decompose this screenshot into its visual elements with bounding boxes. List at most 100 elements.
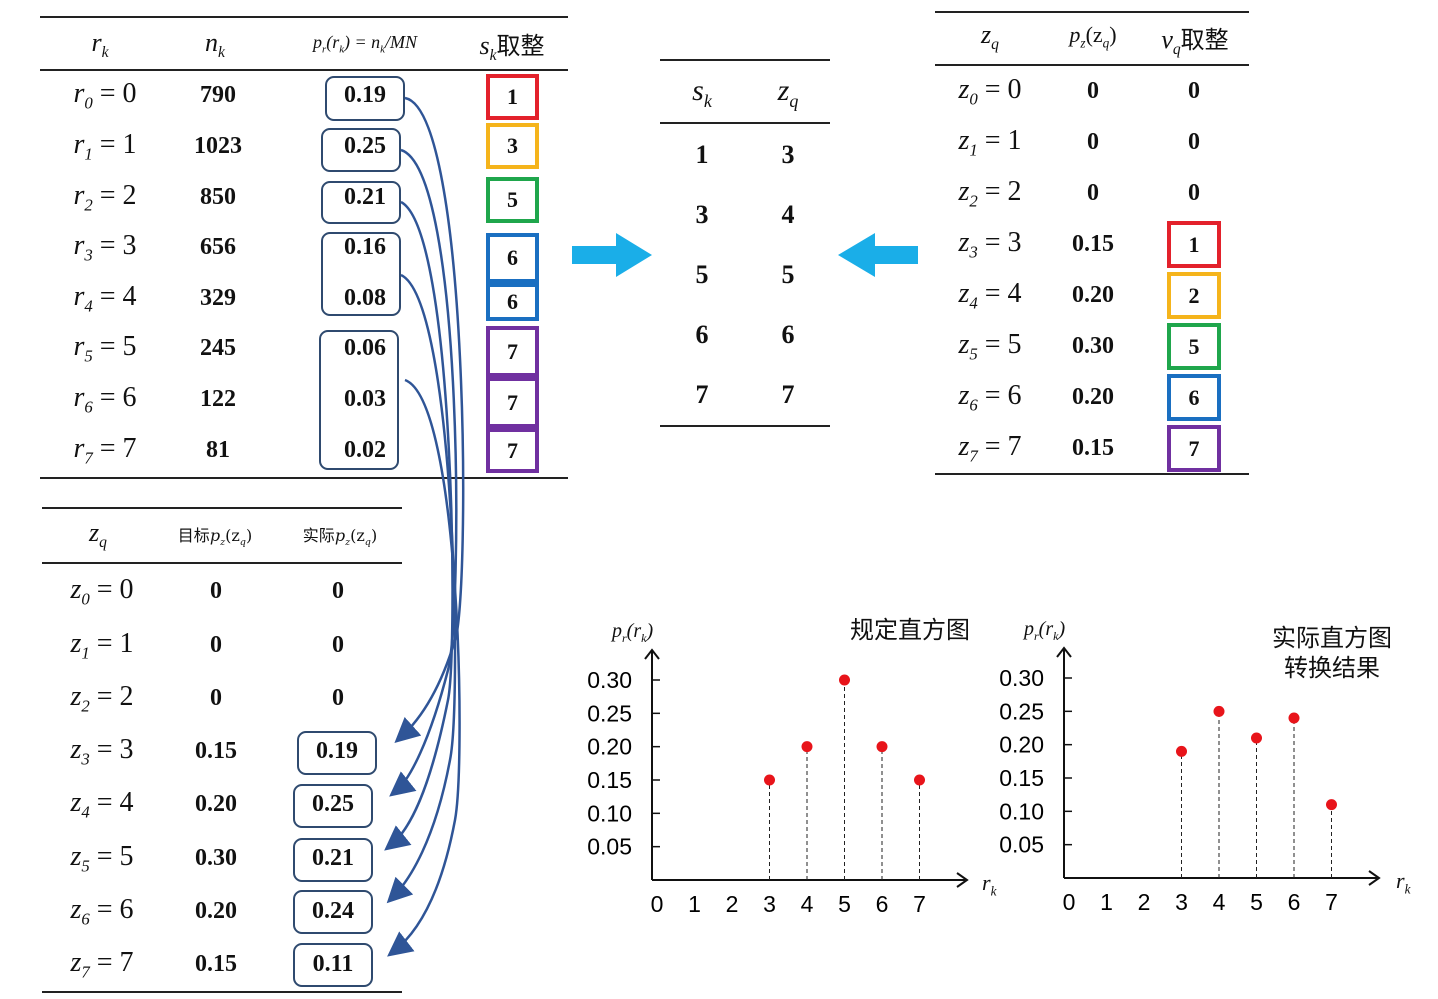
actual-box-z6 [293, 890, 373, 934]
y-tick-label: 0.30 [587, 667, 632, 693]
x-tick-label: 4 [1213, 889, 1226, 915]
x-tick-label: 1 [688, 891, 701, 917]
table1-cell-s: 1 [486, 74, 539, 120]
table1-cell-n: 122 [200, 386, 236, 412]
table2-header-sk: sk [692, 74, 712, 111]
y-axis-arrow-icon [644, 648, 660, 660]
y-tick-label: 0.05 [999, 832, 1044, 858]
table4-top-rule [42, 507, 402, 509]
x-tick-label: 7 [1325, 889, 1338, 915]
x-tick-label: 5 [838, 891, 851, 917]
table4-cell-actual: 0.21 [312, 845, 354, 871]
table4-cell-target: 0 [210, 578, 222, 604]
curve-r0-to-z3 [394, 96, 465, 744]
table3-cell-p: 0 [1087, 129, 1099, 155]
table4-cell-target: 0.20 [195, 898, 237, 924]
table1-cell-n: 81 [206, 437, 230, 463]
table1-cell-n: 329 [200, 285, 236, 311]
data-point [801, 741, 813, 753]
table3-cell-z: z0 = 0 [958, 74, 1022, 109]
table4-bottom-rule [42, 991, 402, 993]
prob-box-r2 [321, 181, 401, 224]
chart1-ylabel: pr(rk) [612, 620, 654, 645]
actual-box-z3 [297, 731, 377, 775]
table3-cell-p: 0.20 [1072, 384, 1114, 410]
table1-cell-p: 0.03 [344, 386, 386, 412]
y-axis-arrow-icon [1056, 646, 1072, 658]
prob-box-r3-r4 [321, 232, 401, 316]
table4-cell-z: z5 = 5 [70, 841, 134, 876]
table3-cell-z: z3 = 3 [958, 227, 1022, 262]
table3-cell-v: 1 [1167, 221, 1221, 268]
table1-header-rule [40, 69, 568, 71]
data-point [1176, 745, 1187, 757]
table3-header-rule [935, 64, 1249, 66]
chart2-plot: 0.30 0.25 0.20 0.15 0.10 0.05 0 1 2 3 4 5 6 7 [999, 646, 1381, 915]
table3-cell-v: 2 [1167, 272, 1221, 319]
x-axis-arrow-icon [1368, 870, 1381, 886]
table1-cell-p: 0.08 [344, 285, 386, 311]
chart1-xlabel: rk [982, 870, 997, 899]
chart2-title: 实际直方图 [1272, 624, 1392, 652]
prob-box-r1 [321, 128, 401, 172]
actual-box-z4 [293, 784, 373, 828]
table1-cell-r: r0 = 0 [73, 78, 137, 113]
actual-box-z5 [293, 838, 373, 882]
table1-cell-n: 1023 [194, 133, 242, 159]
table3-cell-z: z6 = 6 [958, 380, 1022, 415]
table4-header-rule [42, 562, 402, 564]
table1-cell-r: r6 = 6 [73, 382, 137, 417]
table2-cell-s: 7 [695, 380, 709, 409]
left-arrow-icon [838, 233, 918, 277]
table1-cell-p: 0.02 [344, 437, 386, 463]
table2-header-zq: zq [777, 74, 799, 111]
table2-top-rule [660, 59, 830, 61]
table1-header-rk: rk [91, 28, 109, 62]
table3-cell-z: z4 = 4 [958, 278, 1022, 313]
table3-cell-v: 0 [1188, 180, 1200, 206]
actual-box-z7 [293, 943, 373, 987]
data-point [876, 741, 888, 753]
table1-top-rule [40, 16, 568, 18]
x-tick-label: 0 [1063, 889, 1076, 915]
table1-cell-s: 6 [486, 283, 539, 321]
table3-cell-v: 0 [1188, 78, 1200, 104]
table2-cell-z: 5 [781, 260, 795, 289]
y-tick-label: 0.30 [999, 665, 1044, 691]
table3-cell-z: z2 = 2 [958, 176, 1022, 211]
table4-cell-target: 0.15 [195, 951, 237, 977]
table1-cell-p: 0.06 [344, 335, 386, 361]
table3-cell-z: z5 = 5 [958, 329, 1022, 364]
table3-cell-p: 0 [1087, 78, 1099, 104]
table4-header-actual: 实际pz(zq) [302, 526, 378, 549]
table3-cell-v: 5 [1167, 323, 1221, 370]
curve-r567-to-z7 [387, 378, 461, 957]
table4-cell-z: z4 = 4 [70, 787, 134, 822]
table1-cell-r: r7 = 7 [73, 433, 137, 468]
table3-cell-z: z1 = 1 [958, 125, 1022, 160]
y-tick-label: 0.25 [587, 700, 632, 726]
table1-cell-n: 850 [200, 184, 236, 210]
table4-cell-actual: 0 [332, 632, 344, 658]
table4-header-target: 目标pz(zq) [177, 526, 253, 549]
arrows-layer [572, 233, 918, 277]
table3-cell-p: 0.15 [1072, 231, 1114, 257]
x-tick-label: 7 [913, 891, 926, 917]
x-tick-label: 2 [1138, 889, 1151, 915]
x-tick-label: 4 [801, 891, 814, 917]
table2-cell-s: 1 [695, 140, 709, 169]
table2-cell-z: 6 [781, 320, 795, 349]
table2-cell-z: 4 [781, 200, 795, 229]
y-tick-label: 0.10 [587, 800, 632, 826]
x-tick-label: 2 [726, 891, 739, 917]
chart1-title: 规定直方图 [850, 616, 970, 644]
table3-top-rule [935, 11, 1249, 13]
table3-cell-p: 0.20 [1072, 282, 1114, 308]
table4-cell-actual: 0.19 [316, 738, 358, 764]
chart2-ylabel: pr(rk) [1024, 618, 1066, 643]
table2-cell-s: 6 [695, 320, 709, 349]
data-point [1251, 732, 1262, 744]
y-tick-label: 0.15 [587, 767, 632, 793]
table2-cell-z: 7 [781, 380, 795, 409]
